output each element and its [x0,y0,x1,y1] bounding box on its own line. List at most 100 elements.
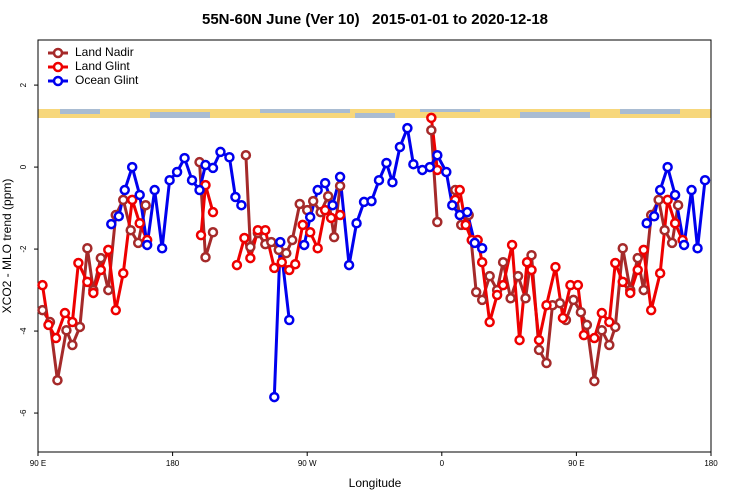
data-point [312,243,323,254]
data-point [319,204,331,216]
data-point [43,319,54,331]
data-point [402,122,413,134]
data-point [194,184,205,196]
data-point [662,194,673,206]
data-point [103,244,114,256]
series-line [41,117,684,342]
data-point [632,264,643,276]
data-point [581,319,593,331]
data-point [156,243,168,254]
data-point [454,184,465,196]
data-point [550,261,561,273]
x-axis-label: Longitude [349,476,402,490]
data-point [541,299,552,311]
data-point [575,306,587,318]
data-point [319,177,331,189]
data-point [207,162,219,174]
data-point [699,174,711,186]
data-point [512,270,524,282]
data-point [294,198,305,210]
data-point [648,211,660,222]
y-tick-label: 0 [19,164,28,169]
data-point [470,286,482,298]
data-point [52,375,63,386]
data-point [132,237,144,249]
data-point [461,206,473,218]
data-point [624,287,636,299]
data-point [424,161,436,173]
y-axis-label: XCO2 - MLO trend (ppm) [0,179,14,314]
data-point [50,332,62,344]
data-point [117,268,129,279]
y-tick-label: -2 [19,245,28,253]
data-point [140,199,151,211]
data-point [669,217,681,229]
data-point [275,236,286,248]
data-point [119,184,130,196]
data-point [126,194,138,206]
data-point [641,217,652,229]
data-point [59,307,71,319]
data-point [654,268,666,279]
data-point [476,294,488,306]
data-point [171,166,183,178]
x-tick-label: 180 [704,459,718,468]
data-point [666,237,678,249]
data-point [554,297,566,309]
data-point [37,304,48,316]
legend-swatch [52,61,64,73]
data-point [73,257,84,269]
data-point [82,276,93,288]
data-point [269,391,280,403]
data-point [589,332,600,344]
data-point [61,324,72,336]
data-point [334,171,346,183]
data-point [67,316,78,328]
data-point [617,243,629,254]
data-point [604,316,615,328]
data-point [82,243,93,254]
data-point [596,324,608,336]
legend-label: Ocean Glint [75,73,139,87]
data-point [408,158,419,170]
data-point [286,234,298,246]
data-point [245,252,256,264]
data-point [491,289,503,301]
data-point [692,243,703,254]
data-point [476,256,488,268]
data-point [126,161,138,173]
x-tick-label: 90 E [568,459,584,468]
legend-swatch [52,75,64,87]
plot-frame [37,39,712,453]
data-point [289,258,301,270]
data-point [533,344,545,356]
data-point [426,124,437,136]
data-point [334,180,346,192]
data-point [327,199,338,211]
data-point [207,227,219,238]
data-point [426,112,437,124]
data-point [328,231,340,243]
data-point [476,243,488,254]
data-point [74,321,86,333]
data-point [141,239,153,251]
data-point [617,276,629,288]
data-point [526,264,537,276]
data-point [520,293,531,304]
data-point [307,195,319,207]
legend-label: Land Glint [75,59,130,73]
data-point [678,239,690,251]
data-point [557,312,569,324]
data-point [95,252,107,264]
data-point [284,314,295,326]
data-point [231,259,243,271]
data-point [113,211,125,222]
y-tick-label: -6 [19,409,28,417]
data-point [125,224,136,236]
data-point [645,304,657,316]
data-point [95,264,107,276]
data-point [281,247,292,259]
data-point [110,304,122,316]
data-point [215,146,226,158]
